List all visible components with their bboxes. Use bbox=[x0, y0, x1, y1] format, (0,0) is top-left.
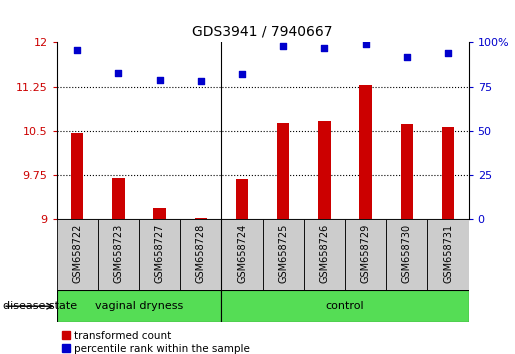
Legend: transformed count, percentile rank within the sample: transformed count, percentile rank withi… bbox=[62, 331, 250, 354]
Title: GDS3941 / 7940667: GDS3941 / 7940667 bbox=[193, 24, 333, 39]
Bar bbox=[442, 127, 454, 219]
Text: GSM658727: GSM658727 bbox=[154, 224, 165, 283]
Bar bbox=[57, 219, 98, 308]
Bar bbox=[345, 219, 386, 308]
Bar bbox=[180, 219, 221, 308]
Bar bbox=[427, 219, 469, 308]
Bar bbox=[401, 124, 413, 219]
Point bbox=[320, 45, 329, 51]
Bar bbox=[318, 121, 331, 219]
Point bbox=[73, 47, 81, 52]
Text: GSM658729: GSM658729 bbox=[360, 224, 371, 283]
Text: control: control bbox=[326, 301, 365, 311]
Text: GSM658722: GSM658722 bbox=[72, 224, 82, 283]
Point bbox=[444, 50, 452, 56]
Bar bbox=[221, 219, 263, 308]
Point bbox=[279, 43, 287, 49]
Bar bbox=[304, 219, 345, 308]
Bar bbox=[71, 133, 83, 219]
Text: GSM658728: GSM658728 bbox=[196, 224, 206, 283]
Bar bbox=[98, 219, 139, 308]
Text: disease state: disease state bbox=[3, 301, 77, 311]
Bar bbox=[112, 178, 125, 219]
Point bbox=[403, 54, 411, 59]
Bar bbox=[277, 123, 289, 219]
Bar bbox=[153, 208, 166, 219]
Bar bbox=[195, 218, 207, 219]
Point bbox=[156, 77, 164, 82]
Bar bbox=[57, 290, 221, 322]
Text: vaginal dryness: vaginal dryness bbox=[95, 301, 183, 311]
Bar bbox=[359, 85, 372, 219]
Bar bbox=[139, 219, 180, 308]
Point bbox=[114, 70, 123, 75]
Point bbox=[362, 41, 370, 47]
Text: GSM658725: GSM658725 bbox=[278, 224, 288, 283]
Text: GSM658731: GSM658731 bbox=[443, 224, 453, 283]
Text: GSM658723: GSM658723 bbox=[113, 224, 124, 283]
Bar bbox=[263, 219, 304, 308]
Bar bbox=[221, 290, 469, 322]
Text: GSM658726: GSM658726 bbox=[319, 224, 330, 283]
Text: GSM658730: GSM658730 bbox=[402, 224, 412, 283]
Bar bbox=[386, 219, 427, 308]
Point bbox=[197, 79, 205, 84]
Bar bbox=[236, 179, 248, 219]
Point bbox=[238, 72, 246, 77]
Text: GSM658724: GSM658724 bbox=[237, 224, 247, 283]
